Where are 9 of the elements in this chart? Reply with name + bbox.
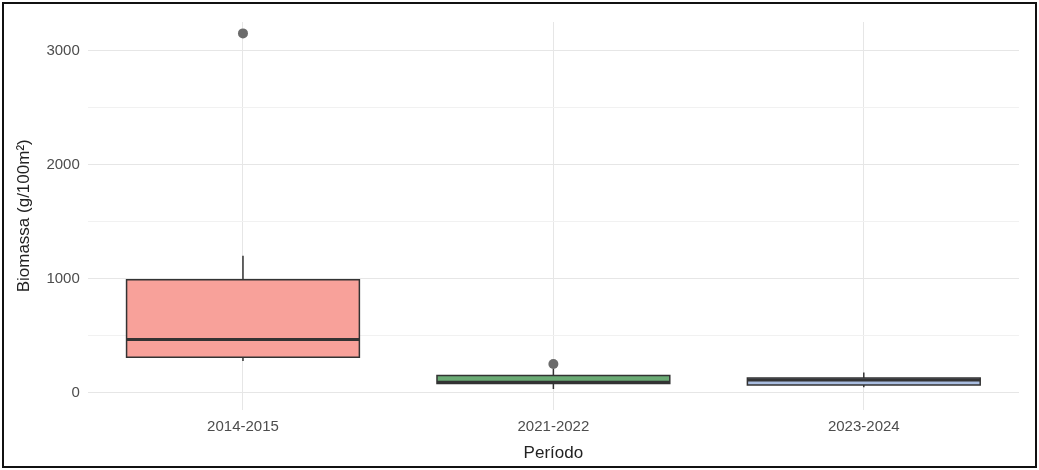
x-axis-title: Período <box>523 443 584 463</box>
x-tick-label: 2014-2015 <box>207 416 279 434</box>
y-tick-label: 0 <box>71 382 80 400</box>
x-tick-label: 2021-2022 <box>517 416 590 434</box>
y-tick-label: 1000 <box>46 268 80 286</box>
y-tick-label: 3000 <box>46 40 80 58</box>
x-tick-label: 2023-2024 <box>827 416 900 434</box>
y-axis-title: Biomassa (g/100m²) <box>13 139 33 293</box>
y-tick-label: 2000 <box>46 154 80 172</box>
